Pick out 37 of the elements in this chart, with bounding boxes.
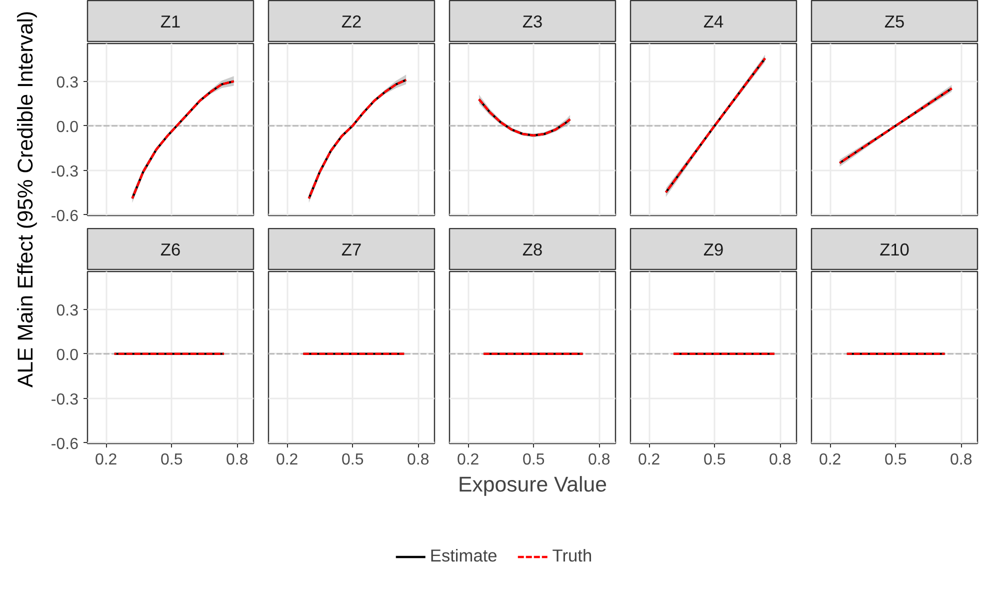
chart-title: Z10	[880, 240, 910, 260]
x-tick-label: 0.2	[818, 452, 842, 468]
y-tick-label: 0.3	[56, 302, 79, 320]
chart-title: Z9	[703, 240, 724, 260]
y-tick-label: -0.3	[50, 391, 79, 408]
x-tick-label: 0.5	[341, 452, 364, 468]
y-tick-label: 0.0	[56, 118, 79, 136]
x-tick-label: 0.2	[94, 452, 118, 468]
x-tick-label: 0.8	[588, 452, 610, 468]
x-tick-label: 0.8	[226, 452, 248, 468]
y-axis-title: ALE Main Effect (95% Credible Interval)	[14, 10, 38, 388]
x-tick-label: 0.2	[638, 452, 660, 468]
legend-label: Estimate	[430, 546, 498, 566]
x-tick-label: 0.5	[884, 452, 907, 468]
x-tick-label: 0.8	[950, 452, 972, 468]
y-tick-label: 0.3	[56, 74, 79, 92]
x-tick-label: 0.5	[703, 452, 726, 468]
y-tick-label: -0.6	[50, 208, 79, 225]
legend-label: Truth	[552, 546, 592, 566]
x-tick-label: 0.5	[160, 452, 183, 468]
x-tick-label: 0.2	[276, 452, 298, 468]
x-axis-title: Exposure Value	[458, 472, 608, 496]
chart-title: Z3	[522, 12, 543, 32]
y-tick-label: -0.3	[50, 163, 79, 180]
y-tick-label: 0.0	[56, 346, 79, 364]
y-tick-label: -0.6	[50, 436, 79, 453]
chart-title: Z6	[160, 240, 181, 260]
chart-title: Z7	[341, 240, 362, 260]
x-tick-label: 0.2	[456, 452, 480, 468]
x-tick-label: 0.8	[406, 452, 430, 468]
chart-title: Z5	[884, 12, 905, 32]
chart-title: Z1	[160, 12, 181, 32]
chart-title: Z8	[522, 240, 543, 260]
x-tick-label: 0.5	[522, 452, 545, 468]
x-tick-label: 0.8	[768, 452, 792, 468]
chart-title: Z4	[703, 12, 724, 32]
chart-title: Z2	[341, 12, 362, 32]
